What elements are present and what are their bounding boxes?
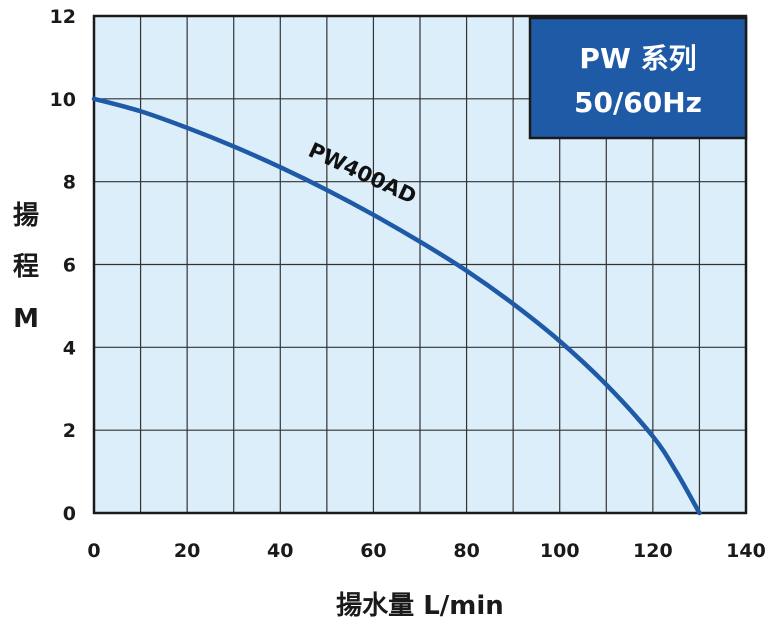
y-axis-label-char: M xyxy=(13,304,39,334)
x-tick-label: 100 xyxy=(540,540,580,562)
x-tick-label: 140 xyxy=(726,540,766,562)
y-tick-label: 0 xyxy=(63,503,76,525)
badge-box xyxy=(528,16,748,140)
x-tick-label: 40 xyxy=(267,540,293,562)
badge-frequency: 50/60Hz xyxy=(574,86,702,119)
badge-title: PW 系列 xyxy=(579,42,696,75)
plot-border xyxy=(92,14,748,515)
grid-lines xyxy=(94,16,746,513)
y-tick-label: 12 xyxy=(50,6,76,28)
x-tick-label: 120 xyxy=(633,540,673,562)
x-axis-ticks: 0 20 40 60 80 100 120 140 xyxy=(87,540,765,562)
y-axis-label-char: 程 xyxy=(13,252,39,282)
series-line-pw400ad xyxy=(91,96,702,516)
y-axis-ticks: 0 2 4 6 8 10 12 xyxy=(50,6,76,525)
x-tick-label: 20 xyxy=(174,540,200,562)
y-tick-label: 10 xyxy=(50,89,76,111)
series-badge: PW 系列 50/60Hz xyxy=(528,16,748,140)
y-tick-label: 4 xyxy=(63,337,76,359)
x-axis-label: 揚水量 L/min xyxy=(336,591,504,621)
y-axis-label: 揚程M xyxy=(13,201,39,334)
y-tick-label: 8 xyxy=(63,172,76,194)
x-tick-label: 60 xyxy=(360,540,386,562)
y-tick-label: 6 xyxy=(63,255,76,277)
x-tick-label: 0 xyxy=(87,540,100,562)
x-tick-label: 80 xyxy=(453,540,479,562)
y-axis-label-char: 揚 xyxy=(13,201,39,231)
y-tick-label: 2 xyxy=(63,420,76,442)
